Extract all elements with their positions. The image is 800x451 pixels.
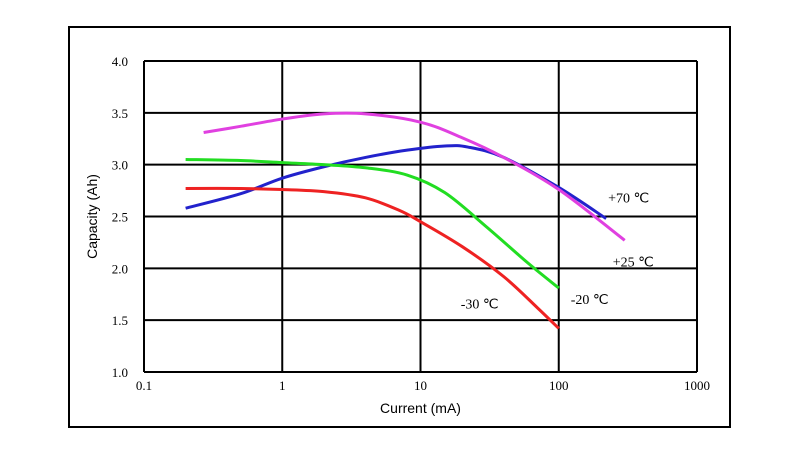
y-tick-label: 1.0 <box>112 365 128 380</box>
series-line-2 <box>185 157 560 290</box>
x-axis-title: Current (mA) <box>380 400 461 416</box>
y-tick-label: 3.5 <box>112 106 128 121</box>
y-tick-label: 2.5 <box>112 210 128 225</box>
x-tick-label: 1000 <box>684 378 710 393</box>
y-tick-label: 2.0 <box>112 261 128 276</box>
y-axis-title: Capacity (Ah) <box>84 174 100 259</box>
x-tick-label: 100 <box>549 378 569 393</box>
y-tick-label: 4.0 <box>112 54 128 69</box>
x-tick-label: 0.1 <box>136 378 152 393</box>
x-tick-label: 1 <box>279 378 286 393</box>
series-line-3 <box>185 186 560 330</box>
series-line-1 <box>203 111 626 242</box>
y-tick-label: 1.5 <box>112 313 128 328</box>
series-label-0: +70 ℃ <box>608 192 649 207</box>
x-tick-label: 10 <box>414 378 427 393</box>
y-tick-label: 3.0 <box>112 158 128 173</box>
series-label-2: -20 ℃ <box>571 293 609 308</box>
series-label-3: -30 ℃ <box>461 297 499 312</box>
series-label-1: +25 ℃ <box>613 255 654 270</box>
